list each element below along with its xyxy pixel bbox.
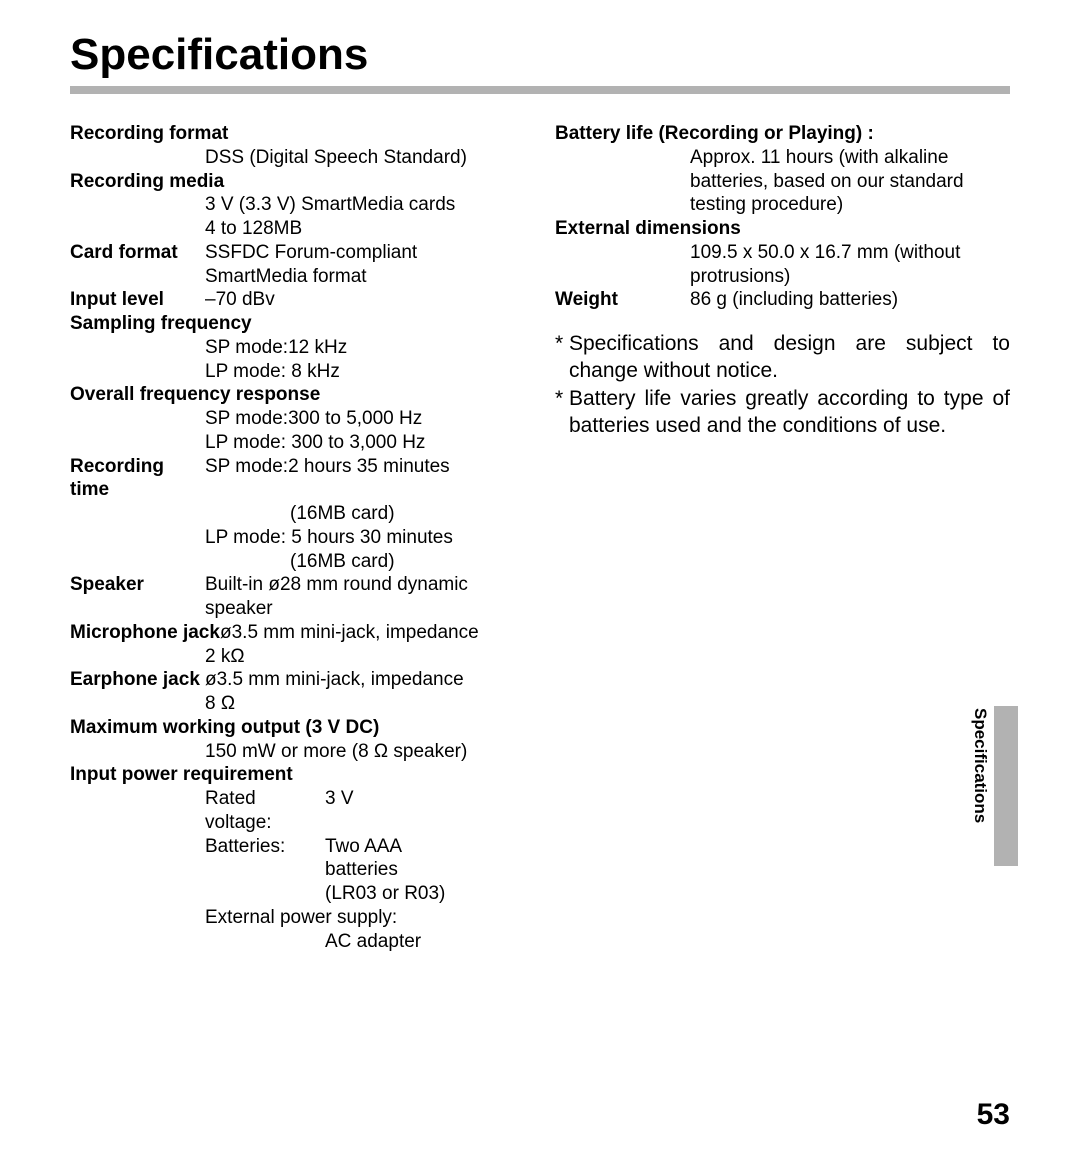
spec-value: 2 kΩ — [205, 646, 245, 667]
spec-value: 3 V — [325, 787, 525, 835]
spec-label: Input level — [70, 288, 205, 312]
footnote-text: Specifications and design are subject to… — [569, 330, 1010, 385]
right-column: Battery life (Recording or Playing) : Ap… — [555, 122, 1010, 953]
spec-label: Microphone jack — [70, 621, 220, 645]
footnotes: * Specifications and design are subject … — [555, 330, 1010, 439]
footnote-marker: * — [555, 330, 569, 385]
spec-external-dimensions: External dimensions — [555, 217, 1010, 241]
spec-value: SmartMedia format — [205, 266, 367, 287]
spec-recording-media: Recording media — [70, 170, 525, 194]
spec-label: Input power requirement — [70, 763, 293, 787]
spec-value: SP mode:2 hours 35 minutes — [205, 455, 525, 503]
spec-value: Two AAA — [325, 835, 525, 859]
spec-label: Recording media — [70, 170, 224, 194]
spec-value: 4 to 128MB — [205, 218, 302, 239]
side-tab-label: Specifications — [970, 708, 990, 823]
spec-value: 8 Ω — [205, 693, 235, 714]
spec-value: AC adapter — [325, 930, 525, 954]
spec-value: protrusions) — [690, 266, 790, 287]
spec-value: (16MB card) — [290, 503, 395, 524]
title-rule — [70, 86, 1010, 94]
spec-value: SP mode:12 kHz — [205, 337, 347, 358]
spec-input-power: Input power requirement — [70, 763, 525, 787]
spec-value: Built-in ø28 mm round dynamic — [205, 573, 525, 597]
spec-value: LP mode: 8 kHz — [205, 361, 340, 382]
page-number: 53 — [977, 1098, 1010, 1132]
spec-value: –70 dBv — [205, 288, 525, 312]
spec-value: SSFDC Forum-compliant — [205, 241, 525, 265]
footnote-text: Battery life varies greatly according to… — [569, 385, 1010, 440]
spec-label: Earphone jack — [70, 668, 205, 692]
spec-columns: Recording format DSS (Digital Speech Sta… — [70, 122, 1010, 953]
spec-recording-time: Recording time SP mode:2 hours 35 minute… — [70, 455, 525, 503]
spec-label: Maximum working output (3 V DC) — [70, 716, 379, 740]
spec-label: Sampling frequency — [70, 312, 252, 336]
left-column: Recording format DSS (Digital Speech Sta… — [70, 122, 525, 953]
spec-value: 109.5 x 50.0 x 16.7 mm (without — [690, 242, 960, 263]
spec-input-level: Input level –70 dBv — [70, 288, 525, 312]
spec-value: 86 g (including batteries) — [690, 288, 1010, 312]
spec-earphone-jack: Earphone jack ø3.5 mm mini-jack, impedan… — [70, 668, 525, 692]
spec-label: Speaker — [70, 573, 205, 597]
spec-value: testing procedure) — [690, 194, 843, 215]
spec-value: DSS (Digital Speech Standard) — [205, 147, 467, 168]
spec-value: Approx. 11 hours (with alkaline — [690, 147, 948, 168]
spec-value: LP mode: 5 hours 30 minutes — [205, 527, 453, 548]
spec-value: LP mode: 300 to 3,000 Hz — [205, 432, 425, 453]
spec-value: SP mode:300 to 5,000 Hz — [205, 408, 422, 429]
spec-subkey: Rated voltage: — [205, 787, 325, 835]
spec-label: Battery life (Recording or Playing) : — [555, 122, 874, 146]
spec-subkey: External power supply: — [205, 907, 397, 928]
side-tab — [994, 706, 1018, 866]
spec-value: (LR03 or R03) — [325, 882, 525, 906]
footnote-marker: * — [555, 385, 569, 440]
spec-sampling-frequency: Sampling frequency — [70, 312, 525, 336]
spec-label: Overall frequency response — [70, 383, 320, 407]
spec-label: Weight — [555, 288, 690, 312]
spec-value: 150 mW or more (8 Ω speaker) — [205, 741, 467, 762]
spec-value: speaker — [205, 598, 273, 619]
spec-value: batteries, based on our standard — [690, 171, 964, 192]
spec-value: ø3.5 mm mini-jack, impedance — [205, 668, 525, 692]
spec-value: ø3.5 mm mini-jack, impedance — [220, 621, 525, 645]
spec-speaker: Speaker Built-in ø28 mm round dynamic — [70, 573, 525, 597]
spec-max-output: Maximum working output (3 V DC) — [70, 716, 525, 740]
spec-microphone-jack: Microphone jack ø3.5 mm mini-jack, imped… — [70, 621, 525, 645]
spec-value: batteries — [325, 858, 525, 882]
spec-card-format: Card format SSFDC Forum-compliant — [70, 241, 525, 265]
page: Specifications Recording format DSS (Dig… — [0, 0, 1080, 1156]
spec-weight: Weight 86 g (including batteries) — [555, 288, 1010, 312]
spec-overall-frequency: Overall frequency response — [70, 383, 525, 407]
spec-recording-format: Recording format — [70, 122, 525, 146]
spec-value: (16MB card) — [290, 551, 395, 572]
spec-label: Recording time — [70, 455, 205, 503]
spec-subkey: Batteries: — [205, 835, 325, 859]
page-title: Specifications — [70, 30, 1010, 80]
spec-value: 3 V (3.3 V) SmartMedia cards — [205, 194, 455, 215]
spec-battery-life: Battery life (Recording or Playing) : — [555, 122, 1010, 146]
spec-label: External dimensions — [555, 217, 741, 241]
spec-label: Card format — [70, 241, 205, 265]
spec-label: Recording format — [70, 122, 228, 146]
